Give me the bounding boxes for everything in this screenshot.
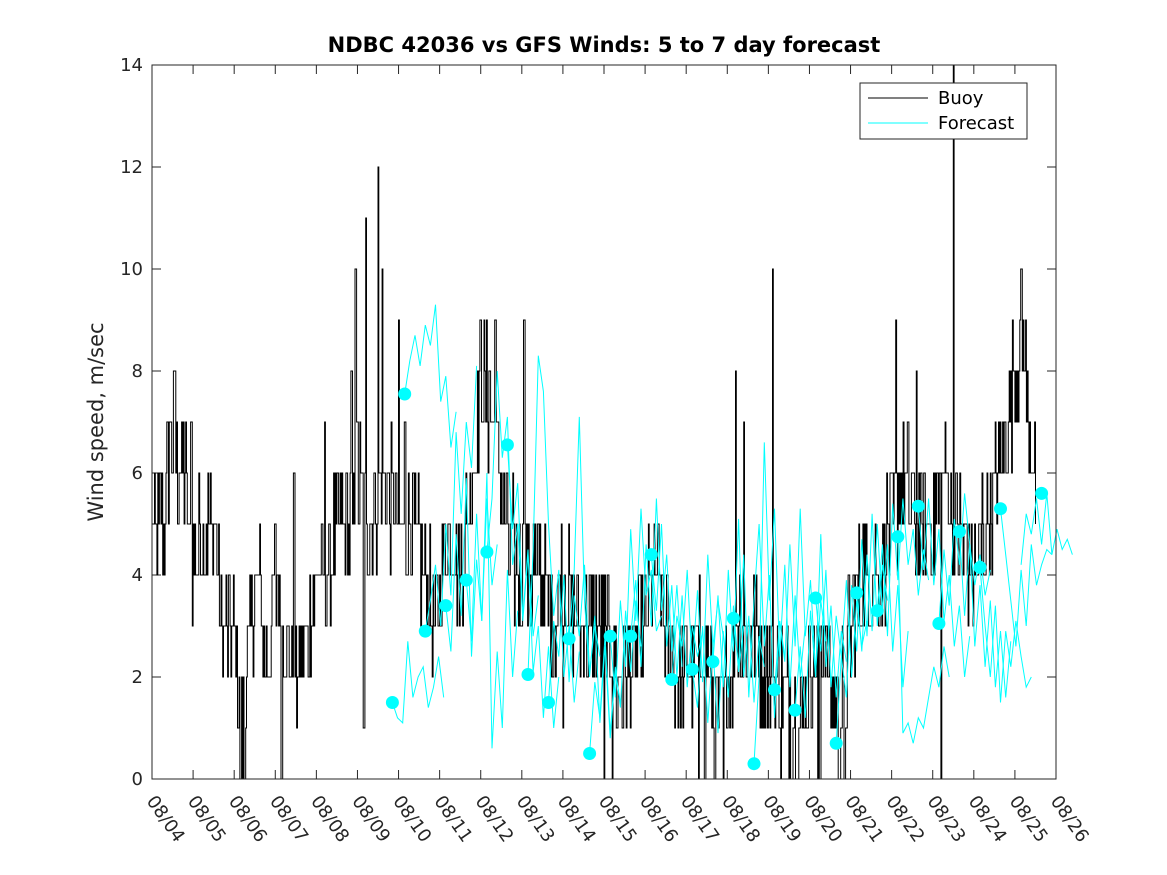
forecast-point (994, 502, 1007, 516)
forecast-point (932, 617, 946, 630)
forecast-point (788, 703, 802, 717)
y-tick-labels: 0 2 4 6 8 10 12 14 (120, 55, 143, 790)
forecast-point (891, 530, 905, 544)
y-axis-label: Wind speed, m/sec (84, 322, 108, 521)
forecast-point (952, 525, 966, 539)
forecast-point (398, 387, 412, 401)
forecast-point (500, 438, 514, 452)
forecast-series (385, 304, 1073, 771)
forecast-point (583, 747, 597, 760)
forecast-line (774, 508, 827, 690)
forecast-point (1035, 486, 1049, 500)
chart-title: NDBC 42036 vs GFS Winds: 5 to 7 day fore… (328, 33, 881, 57)
forecast-point (665, 673, 679, 686)
y-tick-label: 2 (132, 667, 143, 688)
forecast-point (685, 662, 699, 676)
legend-buoy-label: Buoy (938, 88, 984, 109)
forecast-point (706, 655, 720, 669)
forecast-point (542, 696, 555, 709)
forecast-point (562, 632, 576, 646)
forecast-line (1000, 508, 1053, 647)
forecast-point (870, 604, 884, 618)
forecast-line (979, 567, 1032, 703)
forecast-point (809, 591, 823, 605)
y-tick-label: 4 (132, 565, 143, 586)
buoy-series (152, 64, 1036, 780)
forecast-line (404, 304, 457, 448)
forecast-point (829, 736, 843, 750)
forecast-line (691, 605, 745, 734)
forecast-line (897, 536, 950, 744)
legend-box (859, 82, 1028, 140)
y-tick-label: 6 (132, 463, 143, 484)
axis-ticks (151, 64, 1057, 780)
forecast-point (911, 499, 925, 513)
forecast-point (973, 560, 987, 574)
forecast-point (385, 696, 399, 709)
forecast-line (794, 534, 847, 718)
legend-forecast-label: Forecast (938, 113, 1014, 134)
forecast-point (726, 611, 740, 625)
forecast-point (480, 545, 494, 559)
forecast-line (671, 554, 724, 683)
y-tick-label: 14 (120, 55, 143, 76)
buoy-line (152, 64, 1036, 780)
forecast-point (459, 573, 473, 587)
forecast-point (521, 668, 535, 681)
forecast-point (603, 629, 617, 643)
forecast-line (391, 641, 445, 725)
forecast-line (753, 442, 806, 764)
y-tick-label: 12 (120, 157, 143, 178)
forecast-point (624, 629, 638, 643)
forecast-line (712, 518, 765, 703)
forecast-line (958, 531, 1012, 698)
forecast-line (445, 478, 498, 657)
forecast-line (465, 472, 519, 749)
legend: Buoy Forecast (859, 82, 1028, 140)
forecast-line (424, 365, 478, 632)
forecast-line (630, 498, 683, 667)
forecast-line (876, 498, 930, 637)
forecast-line (589, 600, 642, 754)
y-tick-label: 10 (120, 259, 143, 280)
forecast-point (644, 548, 658, 562)
plot-area-frame (151, 64, 1057, 780)
y-tick-label: 0 (132, 769, 143, 790)
y-tick-label: 8 (132, 361, 143, 382)
forecast-point (418, 624, 432, 638)
forecast-point (850, 586, 864, 600)
forecast-point (439, 599, 453, 613)
forecast-point (747, 757, 761, 771)
forecast-point (768, 683, 781, 697)
